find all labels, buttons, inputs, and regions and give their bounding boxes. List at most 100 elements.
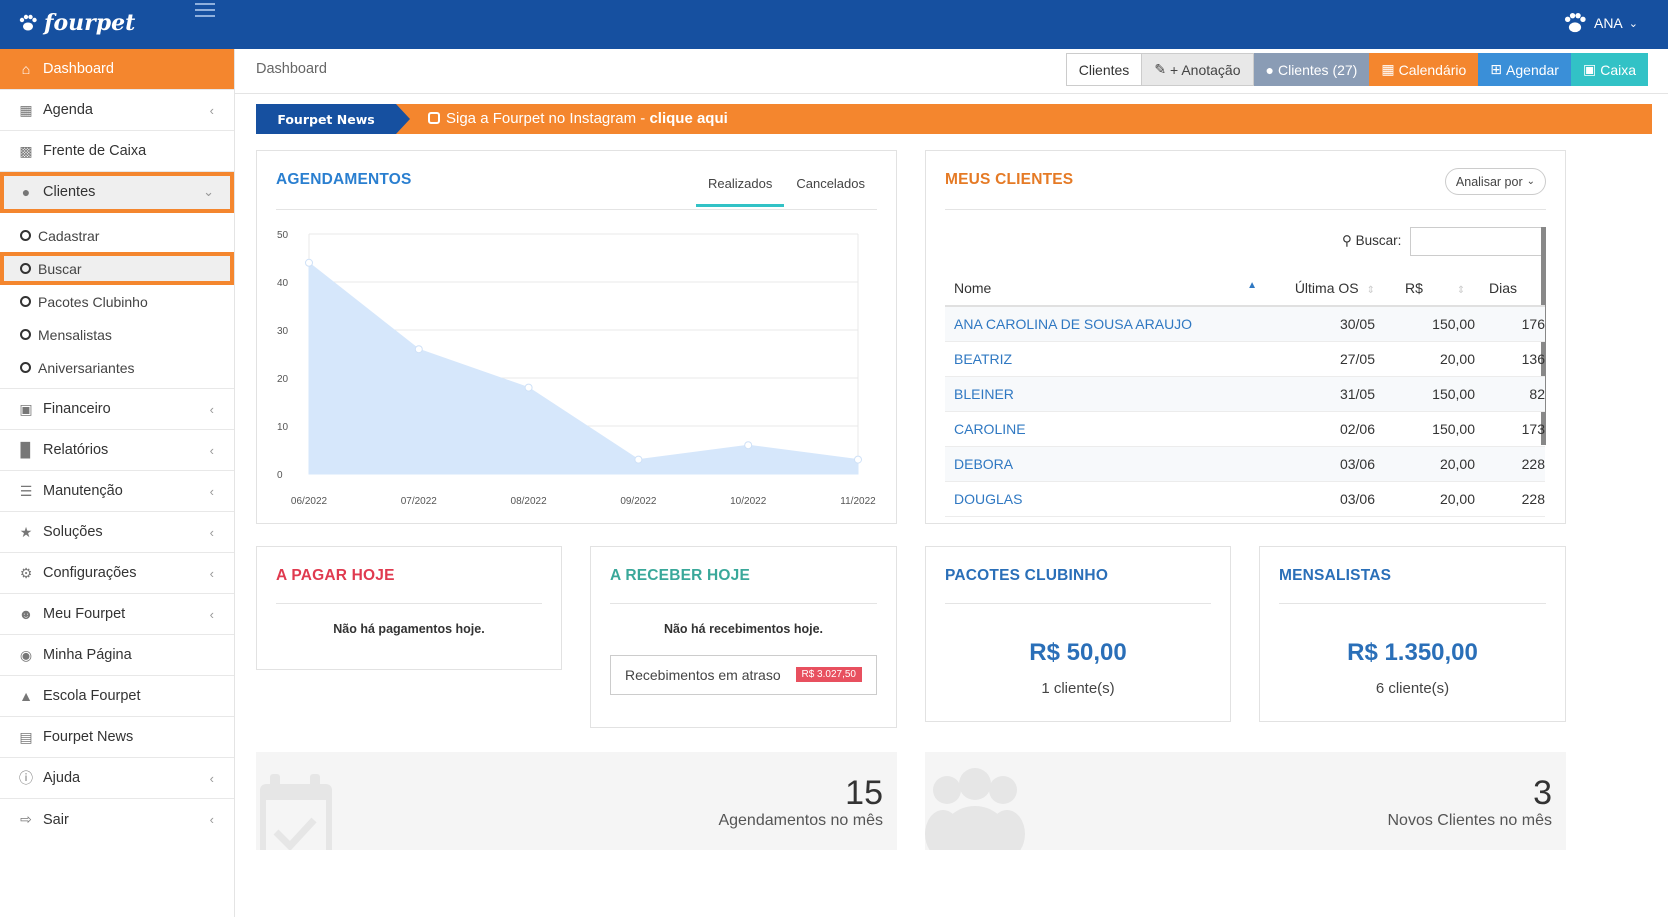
submenu-item-cadastrar[interactable]: Cadastrar [0, 219, 234, 252]
cell-nome[interactable]: DOUGLAS [954, 491, 1023, 507]
cell-nome[interactable]: DEBORA [954, 456, 1014, 472]
column-ultima-os[interactable]: Última OS ⇕ [1265, 280, 1375, 296]
analisar-dropdown[interactable]: Analisar por ⌄ [1444, 168, 1546, 195]
cell-nome[interactable]: ANA CAROLINA DE SOUSA ARAUJO [954, 316, 1193, 332]
submenu-item-mensalistas[interactable]: Mensalistas [0, 318, 234, 351]
breadcrumb: Dashboard [256, 61, 327, 77]
submenu-label: Aniversariantes [38, 359, 135, 376]
sidebar-item-label: Dashboard [43, 61, 114, 77]
star-icon: ★ [19, 523, 33, 540]
sort-icon: ⇕ [1366, 285, 1375, 296]
chevron-down-icon: ⌄ [203, 184, 214, 199]
y-tick-label: 50 [277, 230, 289, 241]
tab-realizados[interactable]: Realizados [696, 171, 785, 207]
caixa-button[interactable]: ▣ Caixa [1570, 53, 1648, 86]
graduation-cap-icon: ▲ [19, 688, 33, 704]
recebimentos-atraso-button[interactable]: Recebimentos em atraso R$ 3.027,50 [610, 655, 877, 695]
cell-valor: 150,00 [1432, 316, 1475, 332]
user-menu[interactable]: ANA ⌄ [1562, 12, 1638, 34]
sidebar-item-fourpet-news[interactable]: ▤ Fourpet News [0, 717, 234, 758]
panel-divider [610, 603, 877, 604]
atraso-badge: R$ 3.027,50 [795, 667, 862, 682]
clientes-count-button[interactable]: ● Clientes (27) [1253, 53, 1370, 86]
data-point [305, 258, 313, 267]
agendar-button[interactable]: ⊞ Agendar [1478, 53, 1571, 86]
column-label: Última OS [1294, 280, 1359, 296]
bar-chart-icon: ▉ [20, 441, 32, 458]
tab-cancelados[interactable]: Cancelados [796, 176, 865, 191]
sidebar-item-meu-fourpet[interactable]: ☻ Meu Fourpet ‹ [0, 594, 234, 635]
mensalistas-panel: MENSALISTAS R$ 1.350,00 6 cliente(s) [1259, 546, 1566, 722]
fourpet-logo[interactable]: fourpet [18, 10, 135, 36]
agendamentos-title: AGENDAMENTOS [276, 171, 412, 188]
submenu-item-buscar[interactable]: Buscar [0, 252, 234, 285]
buscar-text: Buscar: [1355, 233, 1402, 248]
mensalistas-count: 6 cliente(s) [1375, 680, 1450, 697]
anotacao-button[interactable]: ✎ + Anotação [1142, 53, 1254, 86]
a-receber-message: Não há recebimentos hoje. [663, 622, 824, 636]
a-receber-panel: A RECEBER HOJE Não há recebimentos hoje.… [590, 546, 897, 728]
sidebar-item-clientes[interactable]: ● Clientes ⌄ [0, 172, 234, 213]
chevron-left-icon: ‹ [209, 812, 214, 827]
panel-divider [945, 603, 1211, 604]
news-bar[interactable]: Fourpet News Siga a Fourpet no Instagram… [256, 104, 1652, 134]
sidebar-item-manutencao[interactable]: ☰ Manutenção ‹ [0, 471, 234, 512]
header-divider [235, 93, 1668, 94]
cell-valor: 20,00 [1439, 351, 1475, 367]
sidebar-item-solucoes[interactable]: ★ Soluções ‹ [0, 512, 234, 553]
cell-ultima-os: 30/05 [1339, 316, 1375, 332]
table-row[interactable]: CAROLINE 02/06 150,00 173 [945, 412, 1545, 447]
table-body: ANA CAROLINA DE SOUSA ARAUJO 30/05 150,00 1… [945, 307, 1545, 517]
sidebar-item-label: Frente de Caixa [43, 143, 147, 159]
cell-nome[interactable]: BEATRIZ [954, 351, 1013, 367]
sidebar-item-relatorios[interactable]: ▉ Relatórios ‹ [0, 430, 234, 471]
table-row[interactable]: BEATRIZ 27/05 20,00 136 [945, 342, 1545, 377]
table-row[interactable]: ANA CAROLINA DE SOUSA ARAUJO 30/05 150,00 1… [945, 307, 1545, 342]
cell-dias: 176 [1521, 316, 1545, 332]
cell-nome[interactable]: BLEINER [954, 386, 1014, 402]
submenu-item-aniversariantes[interactable]: Aniversariantes [0, 351, 234, 384]
money-icon: ▣ [1582, 61, 1597, 77]
clientes-button[interactable]: Clientes [1065, 53, 1143, 86]
table-row[interactable]: DEBORA 03/06 20,00 228 [945, 447, 1545, 482]
column-dias[interactable]: Dias [1475, 280, 1545, 296]
sidebar-item-minha-pagina[interactable]: ◉ Minha Página [0, 635, 234, 676]
pacotes-value: R$ 50,00 [1029, 639, 1127, 666]
circle-icon [20, 263, 31, 274]
table-row[interactable]: BLEINER 31/05 150,00 82 [945, 377, 1545, 412]
search-input[interactable] [1410, 227, 1546, 256]
sidebar: ⌂ Dashboard ▦ Agenda ‹ ▩ Frente de Caixa… [0, 49, 235, 917]
submenu-item-pacotes-clubinho[interactable]: Pacotes Clubinho [0, 285, 234, 318]
data-point [634, 455, 643, 464]
sidebar-item-escola-fourpet[interactable]: ▲ Escola Fourpet [0, 676, 234, 717]
table-header: Nome ▲ Última OS ⇕ R$ ⇕ Dias [945, 271, 1545, 307]
money-icon: ▣ [19, 400, 33, 417]
news-tag: Fourpet News [256, 104, 410, 134]
news-text[interactable]: Siga a Fourpet no Instagram - clique aqu… [428, 110, 728, 127]
sidebar-item-label: Financeiro [43, 401, 111, 417]
column-nome[interactable]: Nome ▲ [945, 280, 1265, 296]
cell-ultima-os: 27/05 [1339, 351, 1375, 367]
sidebar-item-label: Escola Fourpet [43, 688, 141, 704]
table-row[interactable]: DOUGLAS 03/06 20,00 228 [945, 482, 1545, 517]
cell-dias: 82 [1529, 386, 1545, 402]
sidebar-item-financeiro[interactable]: ▣ Financeiro ‹ [0, 389, 234, 430]
sidebar-item-configuracoes[interactable]: ⚙ Configurações ‹ [0, 553, 234, 594]
sidebar-item-agenda[interactable]: ▦ Agenda ‹ [0, 90, 234, 131]
news-link[interactable]: clique aqui [649, 110, 728, 127]
column-valor[interactable]: R$ ⇕ [1375, 280, 1475, 296]
sign-out-icon: ⇨ [20, 811, 32, 827]
sidebar-item-label: Manutenção [43, 483, 123, 499]
cell-valor: 20,00 [1439, 491, 1475, 507]
column-label: Dias [1489, 280, 1518, 296]
sidebar-item-dashboard[interactable]: ⌂ Dashboard [0, 49, 234, 90]
sidebar-item-frente-de-caixa[interactable]: ▩ Frente de Caixa [0, 131, 234, 172]
sidebar-item-sair[interactable]: ⇨ Sair ‹ [0, 799, 234, 840]
cell-nome[interactable]: CAROLINE [954, 421, 1026, 437]
x-tick-label: 11/2022 [840, 496, 876, 507]
sidebar-item-ajuda[interactable]: ⓘ Ajuda ‹ [0, 758, 234, 799]
edit-icon: ✎ [1154, 61, 1167, 77]
clientes-submenu: Cadastrar Buscar Pacotes Clubinho Mensal… [0, 213, 234, 389]
calendario-button[interactable]: ▦ Calendário [1369, 53, 1479, 86]
menu-toggle-icon[interactable] [195, 3, 215, 19]
